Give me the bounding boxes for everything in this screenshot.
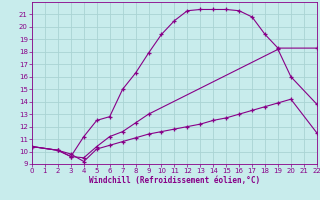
X-axis label: Windchill (Refroidissement éolien,°C): Windchill (Refroidissement éolien,°C) [89,176,260,185]
